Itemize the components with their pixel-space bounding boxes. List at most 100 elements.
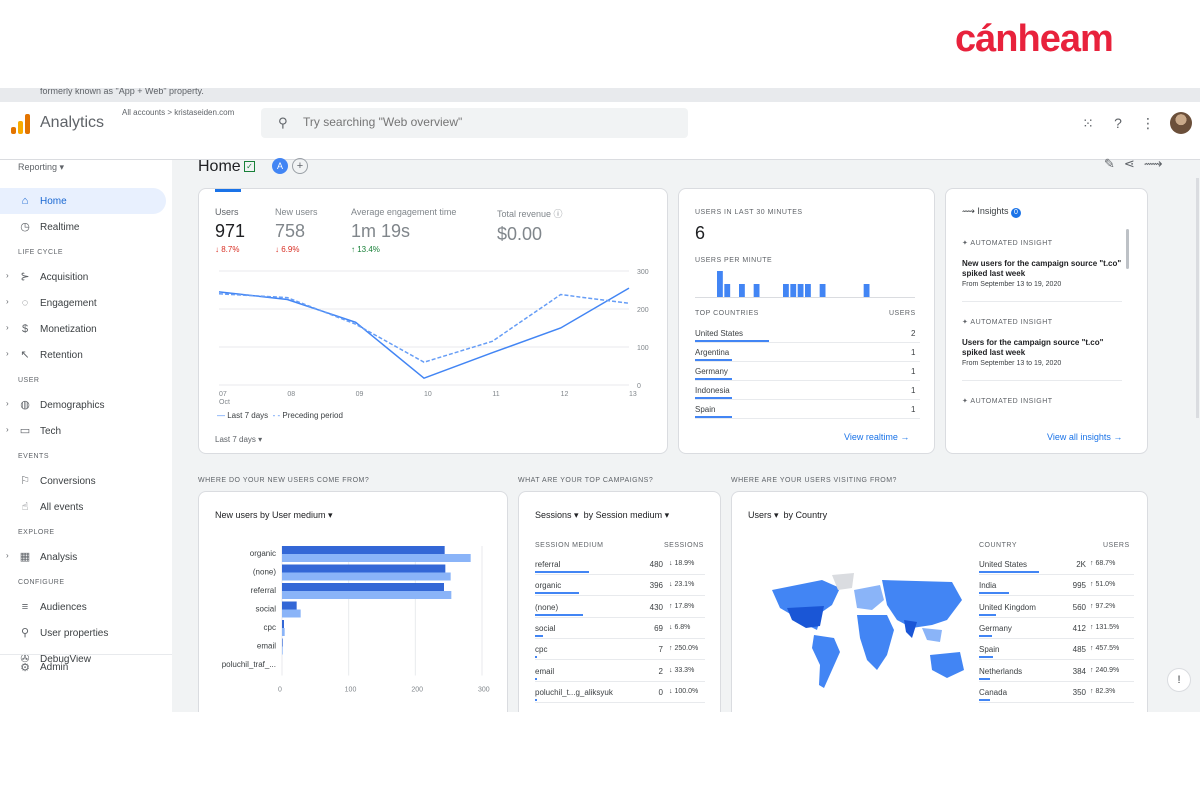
realtime-country[interactable]: United States bbox=[695, 329, 744, 338]
campaign-name[interactable]: referral bbox=[535, 560, 561, 569]
view-all-insights-link[interactable]: View all insights → bbox=[1047, 432, 1123, 442]
insight-divider bbox=[962, 301, 1122, 302]
sidebar-item-engagement[interactable]: › ◌ Engagement bbox=[0, 290, 172, 316]
map-europe bbox=[854, 585, 884, 610]
avatar[interactable] bbox=[1170, 112, 1192, 134]
sidebar-item-demographics[interactable]: › ◍ Demographics bbox=[0, 392, 172, 418]
sidebar-item-retention[interactable]: › ↖ Retention bbox=[0, 342, 172, 368]
campaign-name[interactable]: cpc bbox=[535, 645, 548, 655]
category-label: poluchil_traf_... bbox=[222, 660, 276, 669]
new-users-card: New users by User medium ▾ 0 100 200 300 org… bbox=[198, 491, 508, 712]
expand-caret-icon[interactable]: › bbox=[6, 399, 9, 408]
campaign-name[interactable]: social bbox=[535, 623, 556, 633]
metric-1[interactable]: New users 758 ↓ 6.9% bbox=[275, 207, 318, 254]
analysis-icon: ▦ bbox=[19, 551, 31, 563]
more-vert-icon[interactable]: ⋮ bbox=[1141, 115, 1155, 131]
map-se-asia bbox=[922, 628, 942, 642]
minute-bar bbox=[805, 284, 811, 297]
sidebar-item-acquisition[interactable]: › ⊱ Acquisition bbox=[0, 264, 172, 290]
share-bar bbox=[535, 592, 579, 595]
insight-text[interactable]: Users for the campaign source "t.co" spi… bbox=[962, 338, 1104, 357]
help-icon[interactable]: ? bbox=[1114, 115, 1122, 131]
campaign-dropdowns: Sessions ▾ by Session medium ▾ bbox=[535, 510, 669, 521]
realtime-country[interactable]: Indonesia bbox=[695, 386, 730, 395]
share-bar bbox=[695, 359, 732, 361]
app-name: Analytics bbox=[40, 114, 105, 131]
share-icon[interactable]: ⋖ bbox=[1123, 156, 1135, 171]
sidebar-item-audiences[interactable]: ≡ Audiences bbox=[0, 594, 172, 620]
sidebar-item-conversions[interactable]: ⚐ Conversions bbox=[0, 468, 172, 494]
metric-3[interactable]: Total revenue ⓘ $0.00 bbox=[497, 207, 563, 257]
sessions-dropdown[interactable]: Sessions ▾ bbox=[535, 510, 579, 520]
sidebar-item-analysis[interactable]: › ▦ Analysis bbox=[0, 544, 172, 570]
search-icon: ⚲ bbox=[278, 115, 288, 130]
sidebar-item-debugview[interactable]: ✇ DebugView bbox=[0, 646, 172, 672]
country-name[interactable]: United States bbox=[979, 560, 1028, 569]
page-scrollbar[interactable] bbox=[1196, 178, 1199, 418]
feedback-icon[interactable]: ! bbox=[1167, 668, 1191, 692]
share-bar bbox=[535, 613, 583, 616]
session-medium-dropdown[interactable]: by Session medium ▾ bbox=[583, 510, 670, 520]
view-realtime-link[interactable]: View realtime → bbox=[844, 432, 910, 442]
search-box[interactable]: ⚲ bbox=[261, 108, 688, 138]
legend-current: Last 7 days bbox=[227, 411, 269, 420]
expand-caret-icon[interactable]: › bbox=[6, 425, 9, 434]
campaign-name[interactable]: (none) bbox=[535, 602, 559, 612]
campaign-name[interactable]: organic bbox=[535, 581, 562, 591]
country-name[interactable]: Netherlands bbox=[979, 666, 1023, 676]
insight-text[interactable]: New users for the campaign source "t.co"… bbox=[962, 259, 1122, 278]
country-name[interactable]: Germany bbox=[979, 623, 1012, 633]
search-input[interactable] bbox=[303, 115, 663, 129]
category-label: referral bbox=[251, 586, 277, 595]
bar-previous bbox=[282, 572, 451, 581]
sidebar-item-user-properties[interactable]: ⚲ User properties bbox=[0, 620, 172, 646]
metric-2[interactable]: Average engagement time 1m 19s ↑ 13.4% bbox=[351, 207, 456, 254]
realtime-country[interactable]: Spain bbox=[695, 405, 716, 414]
metric-label: Average engagement time bbox=[351, 207, 457, 217]
sidebar-item-realtime[interactable]: ◷ Realtime bbox=[0, 214, 172, 240]
metric-0[interactable]: Users 971 ↓ 8.7% bbox=[215, 207, 245, 254]
category-label: email bbox=[257, 642, 276, 651]
row-divider bbox=[535, 637, 705, 639]
expand-caret-icon[interactable]: › bbox=[6, 271, 9, 280]
sidebar-item-label: Audiences bbox=[40, 601, 87, 613]
sidebar-item-admin[interactable]: ⚙ Admin bbox=[0, 654, 172, 680]
y-tick-label: 100 bbox=[637, 345, 649, 352]
country-name[interactable]: United Kingdom bbox=[979, 602, 1036, 612]
sidebar-item-monetization[interactable]: › $ Monetization bbox=[0, 316, 172, 342]
map-australia bbox=[930, 652, 964, 678]
expand-caret-icon[interactable]: › bbox=[6, 323, 9, 332]
country-name[interactable]: Canada bbox=[979, 687, 1008, 697]
expand-caret-icon[interactable]: › bbox=[6, 551, 9, 560]
session-medium-header: SESSION MEDIUM bbox=[535, 542, 604, 549]
country-name[interactable]: Spain bbox=[979, 645, 1000, 655]
insights-icon[interactable]: ⟿ bbox=[1143, 156, 1163, 171]
apps-icon[interactable]: ⁙ bbox=[1082, 115, 1094, 131]
series-line-previous bbox=[218, 293, 630, 364]
sidebar-item-label: Acquisition bbox=[40, 271, 89, 283]
country-name[interactable]: India bbox=[979, 581, 997, 591]
users-dropdown[interactable]: Users ▾ bbox=[748, 510, 779, 520]
insight-tag: ✦ AUTOMATED INSIGHT bbox=[962, 319, 1053, 326]
realtime-country[interactable]: Germany bbox=[695, 367, 728, 376]
nav-section-label: USER bbox=[18, 377, 40, 384]
sidebar-item-all-events[interactable]: ☝ All events bbox=[0, 494, 172, 520]
add-comparison-button[interactable]: + bbox=[292, 158, 308, 174]
edit-icon[interactable]: ✎ bbox=[1104, 156, 1115, 171]
sidebar-item-home[interactable]: ⌂ Home bbox=[0, 188, 166, 214]
comparison-badge[interactable]: A bbox=[272, 158, 288, 174]
realtime-country[interactable]: Argentina bbox=[695, 348, 730, 357]
all-events-icon: ☝ bbox=[21, 501, 29, 513]
account-selector[interactable]: All accounts > kristaseiden.com bbox=[122, 108, 235, 117]
date-range-dropdown[interactable]: Last 7 days ▾ bbox=[215, 435, 263, 444]
expand-caret-icon[interactable]: › bbox=[6, 349, 9, 358]
sidebar-item-tech[interactable]: › ▭ Tech bbox=[0, 418, 172, 444]
new-users-dropdown[interactable]: New users by User medium ▾ bbox=[215, 510, 333, 520]
campaign-name[interactable]: poluchil_t...g_aliksyuk bbox=[535, 687, 613, 697]
expand-caret-icon[interactable]: › bbox=[6, 297, 9, 306]
insights-scrollbar[interactable] bbox=[1126, 229, 1129, 269]
series-line-current bbox=[218, 287, 630, 380]
reporting-dropdown[interactable]: Reporting ▾ bbox=[18, 162, 65, 172]
campaign-name[interactable]: email bbox=[535, 666, 555, 676]
